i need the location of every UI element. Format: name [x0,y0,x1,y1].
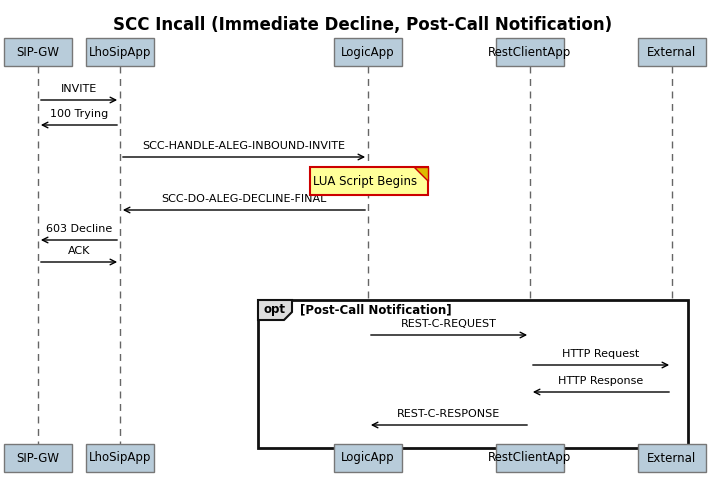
Text: REST-C-RESPONSE: REST-C-RESPONSE [397,409,501,419]
Text: External: External [647,452,697,464]
FancyBboxPatch shape [4,444,72,472]
Text: LhoSipApp: LhoSipApp [88,45,152,58]
Text: LogicApp: LogicApp [341,452,395,464]
FancyBboxPatch shape [258,300,688,448]
FancyBboxPatch shape [638,38,706,66]
Text: [Post-Call Notification]: [Post-Call Notification] [300,303,452,317]
Text: SIP-GW: SIP-GW [17,45,59,58]
Polygon shape [414,167,428,181]
FancyBboxPatch shape [638,444,706,472]
FancyBboxPatch shape [496,38,564,66]
PathPatch shape [258,300,292,320]
Text: RestClientApp: RestClientApp [489,45,571,58]
FancyBboxPatch shape [86,444,154,472]
FancyBboxPatch shape [334,444,402,472]
Text: RestClientApp: RestClientApp [489,452,571,464]
Text: HTTP Response: HTTP Response [558,376,644,386]
Text: External: External [647,45,697,58]
FancyBboxPatch shape [496,444,564,472]
Text: LogicApp: LogicApp [341,45,395,58]
Text: SCC-DO-ALEG-DECLINE-FINAL: SCC-DO-ALEG-DECLINE-FINAL [161,194,327,204]
Text: SIP-GW: SIP-GW [17,452,59,464]
Text: opt: opt [264,303,286,317]
FancyBboxPatch shape [86,38,154,66]
Text: INVITE: INVITE [61,84,97,94]
FancyBboxPatch shape [310,167,428,195]
Text: SCC-HANDLE-ALEG-INBOUND-INVITE: SCC-HANDLE-ALEG-INBOUND-INVITE [143,141,346,151]
Text: ACK: ACK [68,246,90,256]
Text: 100 Trying: 100 Trying [50,109,108,119]
Text: SCC Incall (Immediate Decline, Post-Call Notification): SCC Incall (Immediate Decline, Post-Call… [113,16,612,34]
Text: HTTP Request: HTTP Request [563,349,639,359]
FancyBboxPatch shape [4,38,72,66]
Text: 603 Decline: 603 Decline [46,224,112,234]
Text: REST-C-REQUEST: REST-C-REQUEST [401,319,497,329]
Text: LUA Script Begins: LUA Script Begins [313,174,418,188]
Text: LhoSipApp: LhoSipApp [88,452,152,464]
FancyBboxPatch shape [334,38,402,66]
